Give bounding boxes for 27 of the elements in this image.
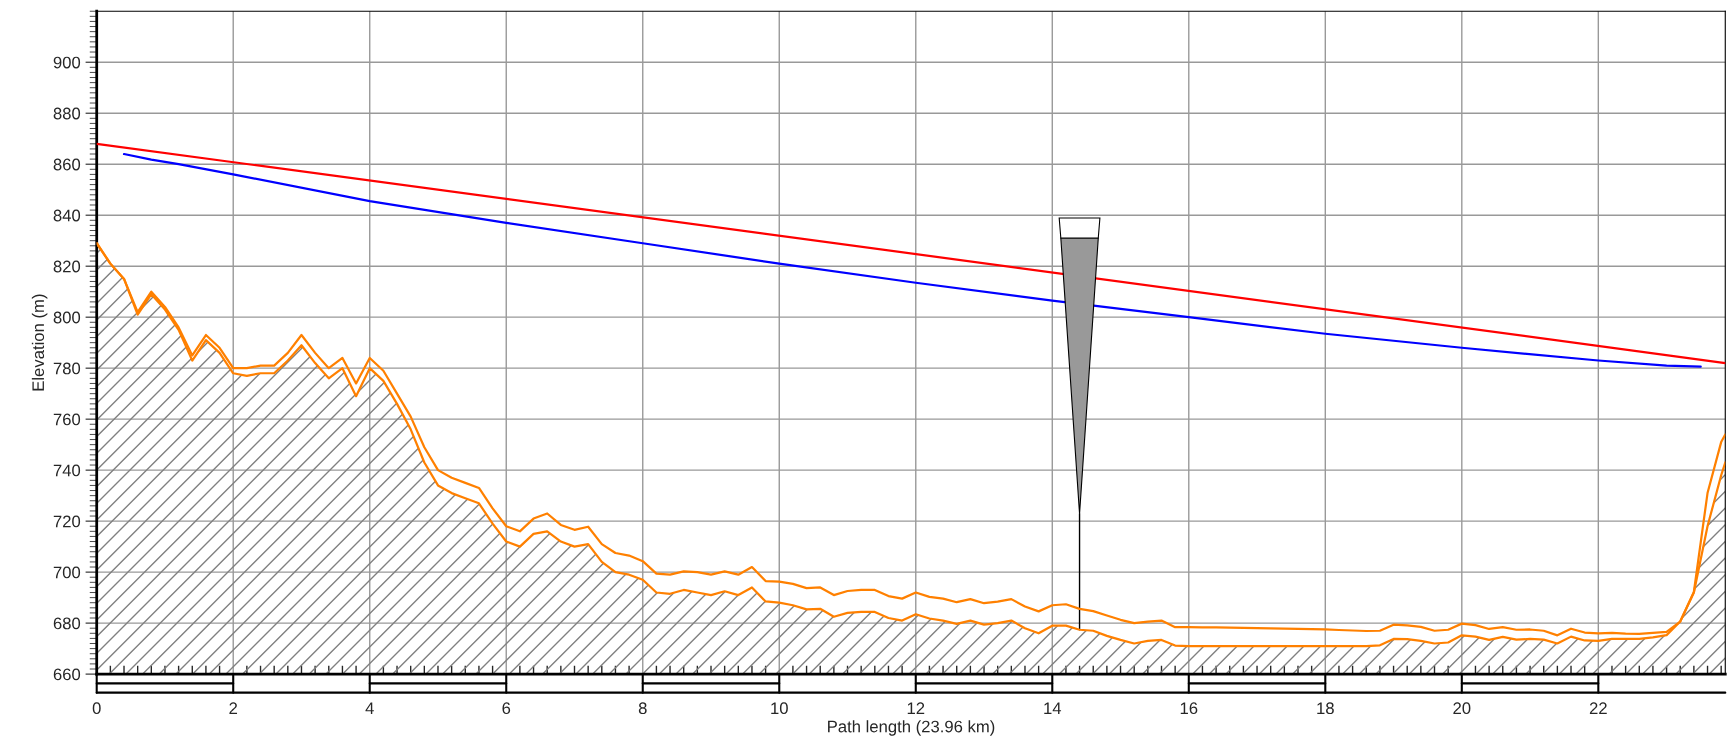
y-tick-label: 840 [53,209,81,222]
x-tick-label: 12 [907,702,925,714]
y-tick-label: 820 [53,260,81,273]
x-tick-label: 18 [1317,702,1334,715]
y-tick-label: 900 [53,56,81,69]
y-tick-label: 700 [53,566,81,579]
x-tick-label: 2 [229,702,238,714]
x-tick-label: 20 [1453,702,1471,715]
y-axis-title: Elevation (m) [31,294,48,391]
x-tick-label: 6 [502,702,511,715]
x-tick-label: 14 [1044,702,1062,714]
y-tick-label: 860 [53,158,81,171]
x-tick-label: 16 [1180,702,1198,715]
y-tick-label: 800 [53,311,81,324]
x-tick-label: 22 [1589,702,1607,714]
y-tick-label: 780 [53,362,81,375]
y-tick-label: 880 [53,107,81,120]
x-tick-label: 8 [638,702,647,715]
y-tick-label: 760 [53,413,81,426]
x-tick-label: 4 [365,702,374,714]
y-tick-label: 680 [53,617,81,630]
y-tick-label: 720 [53,515,81,528]
x-tick-label: 10 [771,702,788,715]
x-tick-label: 0 [92,702,101,715]
y-tick-label: 660 [53,668,81,681]
x-axis-title: Path length (23.96 km) [828,720,995,736]
y-tick-label: 740 [53,464,81,477]
